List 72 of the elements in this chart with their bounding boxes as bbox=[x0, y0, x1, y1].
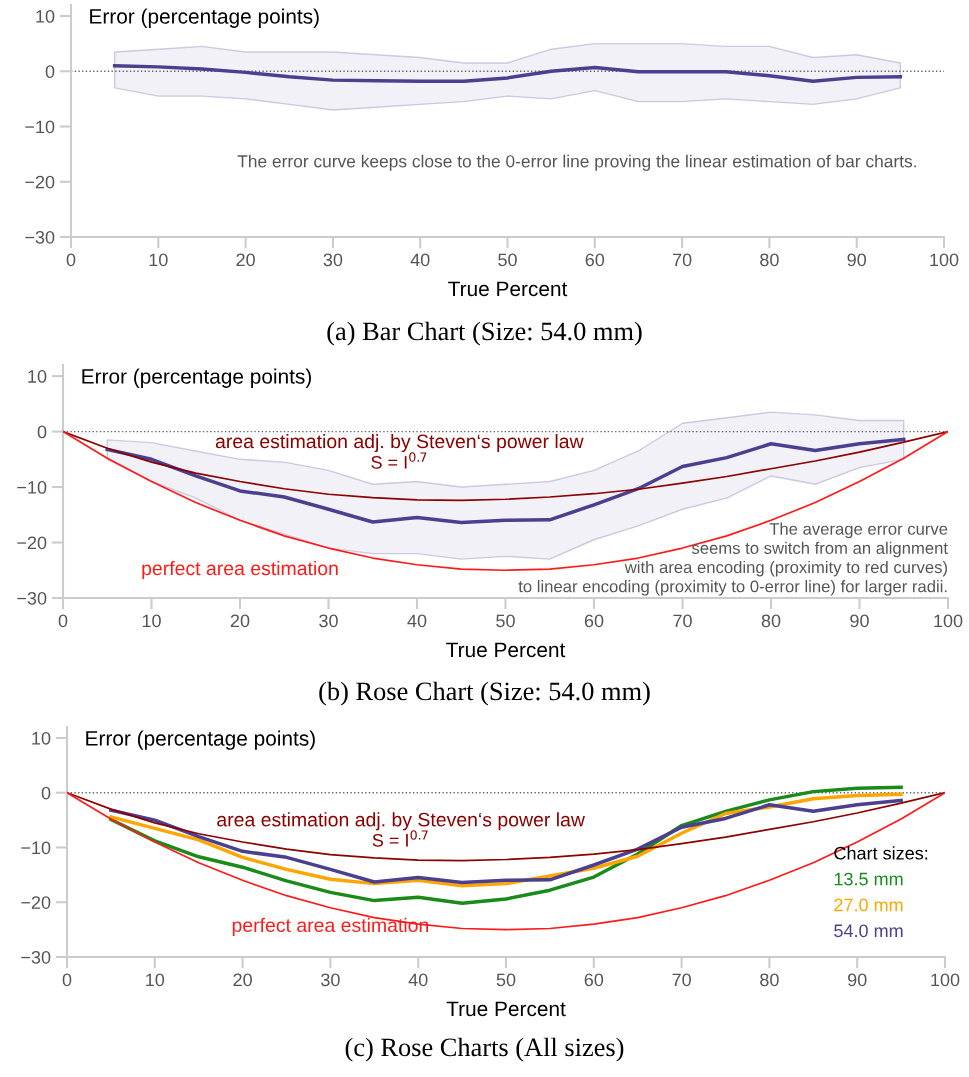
x-tick-label: 30 bbox=[323, 253, 343, 267]
y-tick-label: 10 bbox=[36, 9, 55, 23]
y-axis-title: Error (percentage points) bbox=[86, 730, 315, 750]
y-tick-label: 10 bbox=[32, 731, 51, 745]
x-tick-label: 60 bbox=[584, 973, 604, 987]
x-tick-label: 0 bbox=[66, 253, 76, 267]
x-axis-title: True Percent bbox=[446, 642, 566, 658]
y-tick-label: 10 bbox=[28, 370, 47, 383]
x-axis-title: True Percent bbox=[446, 1001, 566, 1017]
y-tick-label: −30 bbox=[21, 950, 51, 964]
x-tick-label: 50 bbox=[498, 253, 517, 267]
annotation: area estimation adj. by Steven‘s power law bbox=[217, 812, 585, 831]
x-tick-label: 40 bbox=[410, 253, 430, 267]
annotation: S = I$^{0.7}$ bbox=[372, 830, 428, 847]
annotation: The error curve keeps close to the 0-error line proving the linear estimation of bar charts. bbox=[237, 154, 916, 171]
line-series bbox=[67, 791, 945, 862]
x-tick-label: 70 bbox=[672, 973, 691, 987]
x-tick-label: 70 bbox=[673, 614, 692, 628]
y-tick-label: −20 bbox=[21, 896, 51, 909]
y-tick-label: 0 bbox=[37, 425, 47, 439]
x-tick-label: 30 bbox=[321, 973, 340, 987]
y-tick-label: −30 bbox=[25, 230, 55, 244]
y-tick-label: −10 bbox=[25, 120, 55, 134]
text: 27.0 mm bbox=[834, 898, 903, 912]
annotation: area estimation adj. by Steven‘s power law bbox=[215, 433, 584, 453]
line-series bbox=[112, 64, 903, 83]
annotation: perfect area estimation bbox=[142, 560, 338, 580]
x-tick-label: 30 bbox=[319, 614, 338, 628]
x-tick-label: 90 bbox=[847, 253, 867, 267]
x-tick-label: 20 bbox=[230, 614, 250, 628]
x-tick-label: 20 bbox=[233, 973, 252, 987]
x-tick-label: 40 bbox=[408, 973, 428, 987]
annotation: S = I$^{0.7}$ bbox=[371, 452, 427, 469]
y-axis-title: Error (percentage points) bbox=[82, 368, 311, 388]
legend-title: Chart sizes: bbox=[834, 846, 928, 860]
x-tick-label: 70 bbox=[672, 253, 692, 267]
text: 13.5 mm bbox=[834, 872, 903, 886]
annotation: perfect area estimation bbox=[232, 917, 429, 936]
x-tick-label: 60 bbox=[585, 253, 605, 267]
x-tick-label: 80 bbox=[760, 973, 779, 987]
y-tick-label: 0 bbox=[45, 65, 55, 79]
y-tick-label: −10 bbox=[17, 480, 47, 494]
x-tick-label: 100 bbox=[934, 614, 963, 628]
x-axis-title: True Percent bbox=[448, 281, 568, 297]
x-tick-label: 10 bbox=[142, 614, 161, 628]
x-tick-label: 40 bbox=[407, 614, 427, 628]
x-tick-label: 0 bbox=[58, 614, 68, 628]
y-tick-label: −30 bbox=[17, 591, 47, 605]
x-tick-label: 80 bbox=[761, 614, 781, 628]
x-tick-label: 50 bbox=[496, 614, 515, 628]
text: (b) Rose Chart (Size: 54.0 mm) bbox=[319, 681, 650, 706]
text: (c) Rose Charts (All sizes) bbox=[345, 1037, 624, 1062]
x-tick-label: 100 bbox=[931, 973, 960, 987]
y-tick-label: −20 bbox=[25, 175, 55, 189]
x-tick-label: 60 bbox=[584, 614, 604, 628]
text: 54.0 mm bbox=[834, 924, 903, 938]
x-tick-label: 90 bbox=[848, 973, 867, 987]
annotation: The average error curve seems to switch from an alignment with area encoding (proximity to red curves) to linear encoding (proximity to 0-error line) for larger radii. bbox=[518, 522, 948, 596]
x-tick-label: 0 bbox=[62, 973, 72, 987]
y-axis-title: Error (percentage points) bbox=[90, 8, 319, 28]
x-tick-label: 10 bbox=[149, 253, 168, 267]
y-tick-label: 0 bbox=[41, 786, 51, 800]
x-tick-label: 100 bbox=[930, 253, 959, 267]
x-tick-label: 20 bbox=[236, 253, 255, 267]
text: (a) Bar Chart (Size: 54.0 mm) bbox=[327, 321, 642, 346]
y-tick-label: −10 bbox=[21, 841, 51, 855]
x-tick-label: 90 bbox=[850, 614, 869, 628]
y-tick-label: −20 bbox=[17, 536, 47, 550]
line-series bbox=[63, 430, 948, 502]
x-tick-label: 80 bbox=[760, 253, 779, 267]
x-tick-label: 10 bbox=[146, 973, 165, 987]
x-tick-label: 50 bbox=[496, 973, 516, 987]
